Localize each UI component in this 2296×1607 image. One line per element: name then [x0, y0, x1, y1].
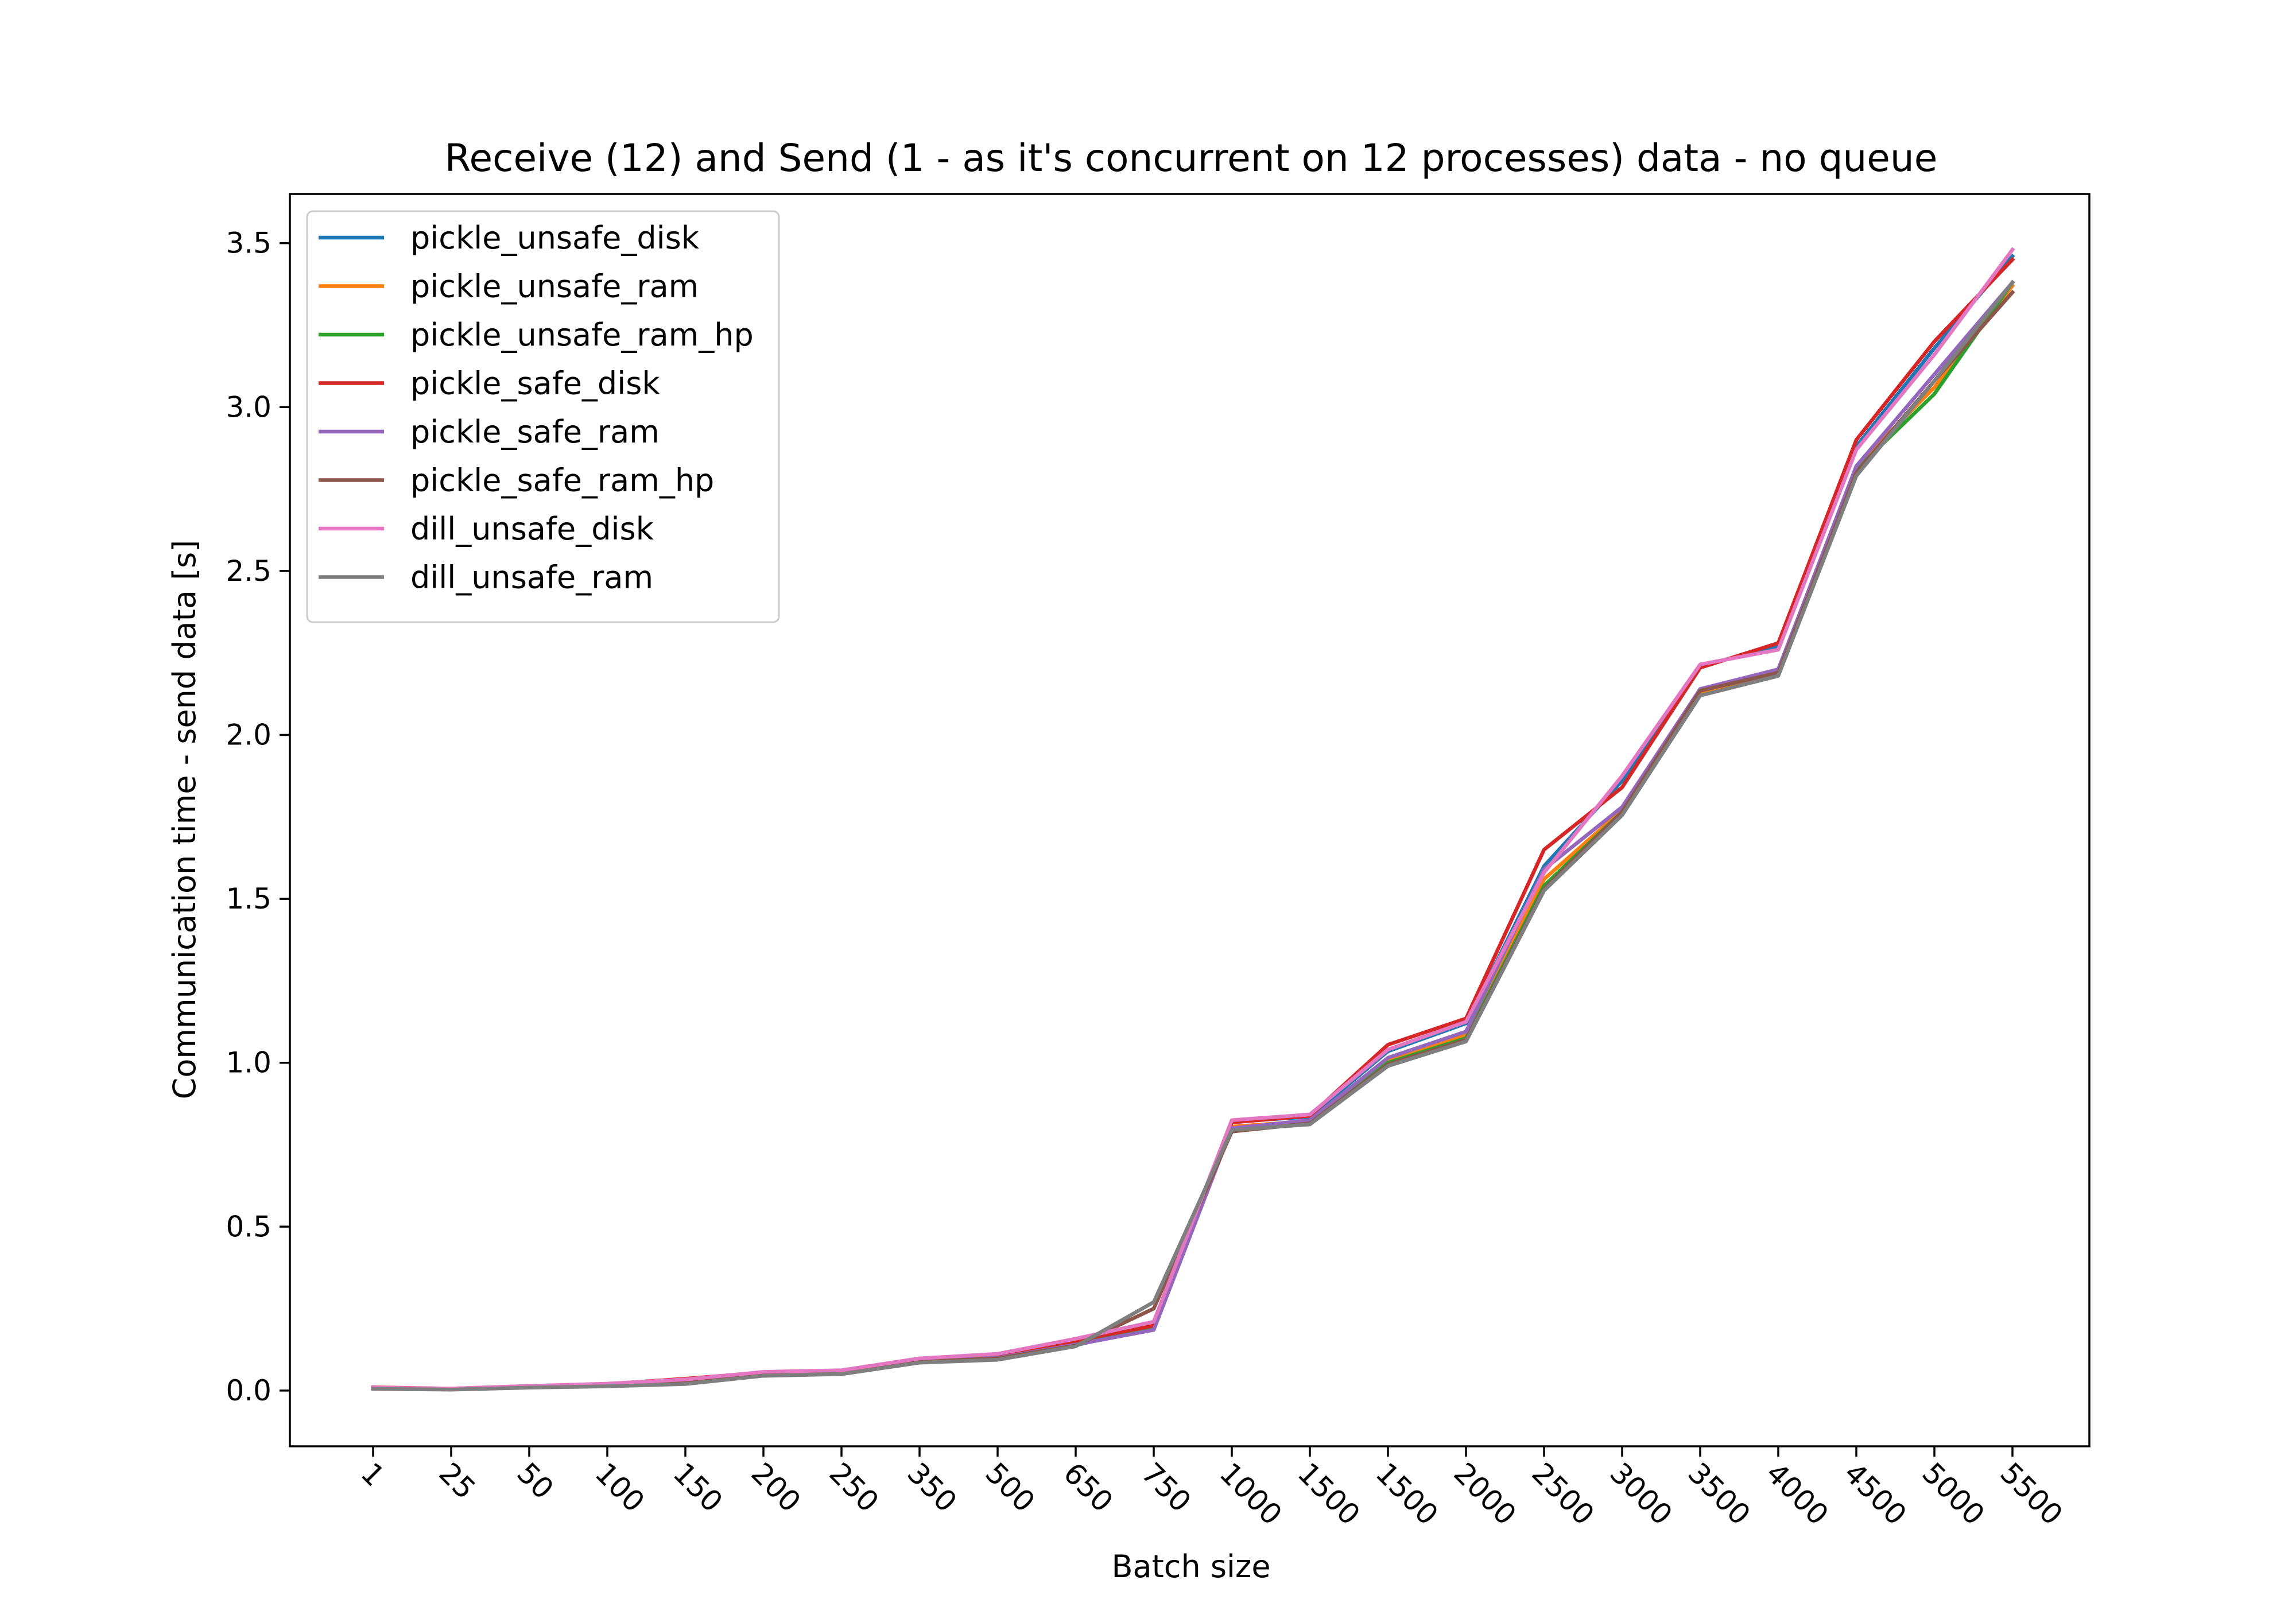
y-tick-label: 0.5 [226, 1210, 272, 1243]
legend-label-dill_unsafe_disk: dill_unsafe_disk [410, 511, 654, 547]
x-axis-title: Batch size [1111, 1548, 1270, 1585]
legend-label-pickle_unsafe_disk: pickle_unsafe_disk [410, 220, 700, 256]
y-tick-label: 2.0 [226, 718, 272, 751]
y-tick-label: 3.5 [226, 227, 272, 260]
y-tick-label: 3.0 [226, 390, 272, 424]
series-line-dill_unsafe_disk [371, 247, 2015, 1391]
legend-box [306, 210, 780, 623]
y-tick-label: 0.0 [226, 1374, 272, 1407]
series-line-dill_unsafe_ram [371, 280, 2015, 1392]
legend-label-pickle_unsafe_ram: pickle_unsafe_ram [410, 269, 699, 305]
chart-title: Receive (12) and Send (1 - as it's concu… [445, 136, 1938, 180]
legend-label-pickle_safe_ram_hp: pickle_safe_ram_hp [410, 463, 714, 499]
legend-label-pickle_unsafe_ram_hp: pickle_unsafe_ram_hp [410, 317, 754, 353]
legend-label-dill_unsafe_ram: dill_unsafe_ram [410, 560, 653, 596]
y-tick-label: 2.5 [226, 554, 272, 588]
plot-frame [289, 193, 2091, 1447]
legend-label-pickle_safe_disk: pickle_safe_disk [410, 366, 660, 402]
y-tick-label: 1.0 [226, 1046, 272, 1080]
legend: pickle_unsafe_disk pickle_unsafe_rampickl… [306, 210, 780, 623]
legend-label-pickle_safe_ram: pickle_safe_ram [410, 414, 660, 450]
y-axis-title: Communication time - send data [s] [166, 540, 203, 1100]
y-tick-label: 1.5 [226, 882, 272, 915]
